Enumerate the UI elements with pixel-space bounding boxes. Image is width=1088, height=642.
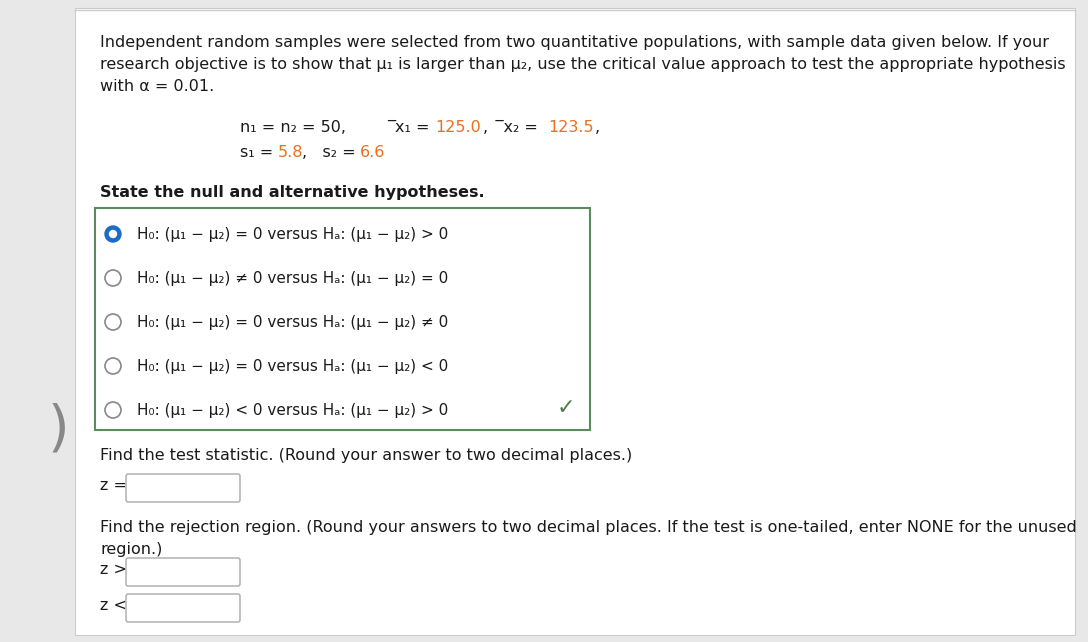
Circle shape — [106, 402, 121, 418]
FancyBboxPatch shape — [126, 558, 240, 586]
Text: ̅x₁ =: ̅x₁ = — [395, 120, 434, 135]
Text: s₁ =: s₁ = — [240, 145, 279, 160]
Text: ✓: ✓ — [556, 398, 574, 418]
Text: 123.5: 123.5 — [548, 120, 594, 135]
Circle shape — [106, 358, 121, 374]
Text: H₀: (μ₁ − μ₂) ≠ 0 versus Hₐ: (μ₁ − μ₂) = 0: H₀: (μ₁ − μ₂) ≠ 0 versus Hₐ: (μ₁ − μ₂) =… — [137, 270, 448, 286]
Text: Find the rejection region. (Round your answers to two decimal places. If the tes: Find the rejection region. (Round your a… — [100, 520, 1077, 535]
Text: 5.8: 5.8 — [279, 145, 304, 160]
Bar — [95, 208, 590, 430]
Text: with α = 0.01.: with α = 0.01. — [100, 79, 214, 94]
Circle shape — [106, 314, 121, 330]
Text: z >: z > — [100, 562, 127, 578]
Circle shape — [106, 270, 121, 286]
Text: State the null and alternative hypotheses.: State the null and alternative hypothese… — [100, 185, 484, 200]
Circle shape — [110, 230, 116, 238]
FancyBboxPatch shape — [126, 594, 240, 622]
Text: ,   ̅x₂ =: , ̅x₂ = — [483, 120, 543, 135]
Text: research objective is to show that μ₁ is larger than μ₂, use the critical value : research objective is to show that μ₁ is… — [100, 57, 1065, 72]
Text: 6.6: 6.6 — [360, 145, 385, 160]
Text: H₀: (μ₁ − μ₂) = 0 versus Hₐ: (μ₁ − μ₂) > 0: H₀: (μ₁ − μ₂) = 0 versus Hₐ: (μ₁ − μ₂) >… — [137, 227, 448, 241]
Circle shape — [106, 226, 121, 242]
Text: H₀: (μ₁ − μ₂) = 0 versus Hₐ: (μ₁ − μ₂) < 0: H₀: (μ₁ − μ₂) = 0 versus Hₐ: (μ₁ − μ₂) <… — [137, 358, 448, 374]
FancyBboxPatch shape — [126, 474, 240, 502]
Text: Find the test statistic. (Round your answer to two decimal places.): Find the test statistic. (Round your ans… — [100, 448, 632, 463]
Text: H₀: (μ₁ − μ₂) = 0 versus Hₐ: (μ₁ − μ₂) ≠ 0: H₀: (μ₁ − μ₂) = 0 versus Hₐ: (μ₁ − μ₂) ≠… — [137, 315, 448, 329]
Text: region.): region.) — [100, 542, 162, 557]
Text: ,   s₂ =: , s₂ = — [302, 145, 361, 160]
Text: Independent random samples were selected from two quantitative populations, with: Independent random samples were selected… — [100, 35, 1049, 50]
Text: n₁ = n₂ = 50,: n₁ = n₂ = 50, — [240, 120, 361, 135]
Text: ): ) — [47, 403, 69, 457]
Text: z =: z = — [100, 478, 127, 494]
Text: ,: , — [595, 120, 601, 135]
Text: z <: z < — [100, 598, 127, 614]
Text: H₀: (μ₁ − μ₂) < 0 versus Hₐ: (μ₁ − μ₂) > 0: H₀: (μ₁ − μ₂) < 0 versus Hₐ: (μ₁ − μ₂) >… — [137, 403, 448, 417]
Text: 125.0: 125.0 — [435, 120, 481, 135]
